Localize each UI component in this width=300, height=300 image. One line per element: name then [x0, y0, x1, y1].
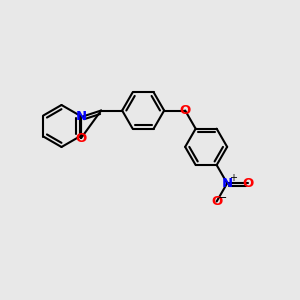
Text: N: N	[222, 177, 233, 190]
Text: O: O	[179, 104, 191, 117]
Text: O: O	[76, 131, 87, 145]
Text: O: O	[211, 195, 222, 208]
Text: N: N	[76, 110, 87, 124]
Text: +: +	[229, 173, 237, 183]
Text: −: −	[218, 194, 227, 203]
Text: O: O	[242, 177, 254, 190]
